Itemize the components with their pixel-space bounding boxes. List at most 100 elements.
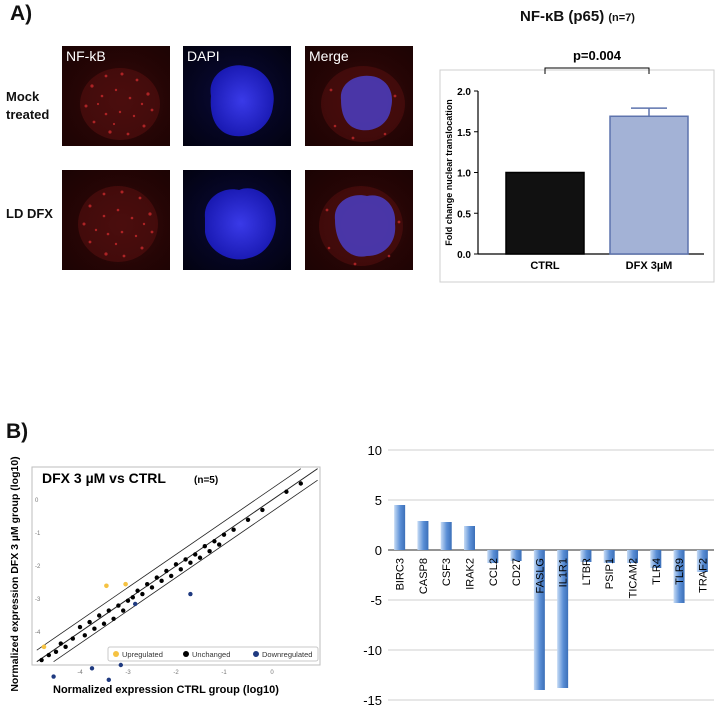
y-tick-label: 1.0 (457, 169, 471, 180)
gene-label: TLR4 (651, 558, 663, 585)
merge-overlay-lddfx (319, 186, 403, 266)
x-tick-label: -2 (173, 670, 179, 676)
bar-birc3 (394, 505, 406, 550)
point-unchanged (169, 573, 174, 579)
y-axis-label: Normalized expression DFX 3 µM group (lo… (9, 456, 21, 691)
legend-marker-unchanged (183, 651, 189, 657)
point-unchanged (217, 542, 222, 547)
bar-il1r1 (557, 550, 569, 688)
bar-tlr4 (650, 550, 662, 568)
point-unchanged (245, 517, 251, 522)
scatter-title: DFX 3 µM vs CTRL (42, 470, 166, 486)
y-tick-label: -10 (363, 643, 382, 658)
point-unchanged (197, 555, 203, 560)
y-tick-label: 0.5 (457, 209, 471, 220)
legend-box (107, 646, 319, 662)
chart-nfkb-title-note: (n=7) (608, 12, 635, 24)
row-label-mock-line2: treated (6, 107, 50, 122)
point-unchanged (145, 581, 150, 587)
point-unchanged (260, 507, 265, 513)
chart-nfkb-title-text: NF-κB (p65) (520, 8, 605, 25)
point-unchanged (173, 562, 179, 567)
x-tick-label: DFX 3µM (626, 260, 673, 272)
point-unchanged (149, 585, 155, 590)
gene-label: PSIP1 (604, 558, 616, 589)
point-unchanged (121, 608, 126, 613)
bar-ccl2 (487, 550, 499, 563)
bar-psip1 (603, 550, 615, 563)
legend-marker-downregulated (253, 651, 259, 657)
scatter-title-note: (n=5) (194, 475, 218, 486)
legend-label-downregulated: Downregulated (262, 650, 312, 659)
x-tick-label: CTRL (530, 260, 560, 272)
panel-a-label: A) (10, 2, 33, 25)
gene-label: TICAM2 (628, 558, 640, 598)
y-tick-label: 5 (375, 493, 382, 508)
micrograph-lddfx-nfkb (62, 170, 170, 270)
point-upregulated (104, 583, 109, 589)
p-value-annotation: p=0.004 (573, 48, 622, 63)
gene-label: TLR9 (674, 558, 686, 585)
bar-ticam2 (627, 550, 638, 563)
column-label-nfkb: NF-kB (66, 48, 106, 64)
point-unchanged (101, 621, 107, 626)
legend-marker-upregulated (113, 651, 119, 657)
point-unchanged (298, 481, 303, 486)
point-unchanged (207, 548, 212, 554)
point-unchanged (164, 568, 169, 574)
upper-threshold-line (36, 468, 302, 651)
point-unchanged (159, 578, 164, 584)
gene-label: IL1R1 (558, 558, 570, 587)
y-tick-label: -15 (363, 693, 382, 708)
y-axis-label: Fold change nuclear translocation (444, 99, 454, 246)
gene-label: BIRC3 (395, 558, 407, 590)
bar-ctrl (505, 171, 585, 255)
micrograph-mock-merge: Merge (305, 46, 413, 146)
y-tick-label: -1 (35, 531, 41, 537)
gene-label: IRAK2 (465, 558, 477, 590)
y-tick-label: 10 (368, 443, 382, 458)
bar-irak2 (464, 526, 475, 550)
point-downregulated (51, 674, 56, 679)
micrograph-mock-dapi: DAPI (183, 46, 291, 146)
gene-label: LTBR (581, 558, 593, 585)
point-unchanged (58, 641, 63, 646)
point-unchanged (231, 527, 236, 532)
point-unchanged (82, 633, 88, 638)
legend-label-upregulated: Upregulated (122, 650, 163, 659)
point-downregulated (106, 677, 112, 683)
bar-dfx-3-m (609, 115, 689, 255)
y-tick-label: -4 (35, 630, 41, 636)
y-tick-label: -2 (35, 564, 41, 570)
point-unchanged (135, 588, 140, 593)
bar-casp8 (417, 521, 429, 550)
legend-label-unchanged: Unchanged (192, 650, 230, 659)
dapi-nucleus-lddfx (204, 188, 276, 260)
merge-overlay-mock (321, 66, 405, 142)
y-tick-label: 0 (375, 543, 382, 558)
row-label-mock: Mock treated (6, 88, 49, 124)
nfkb-stain-mock (80, 68, 160, 140)
point-unchanged (39, 657, 44, 663)
bar-cd27 (510, 550, 522, 561)
row-label-mock-line1: Mock (6, 89, 40, 104)
x-tick-label: -1 (221, 670, 227, 676)
point-unchanged (116, 603, 121, 608)
point-unchanged (178, 567, 183, 572)
point-unchanged (154, 575, 159, 580)
gene-label: TRAF2 (697, 558, 709, 593)
bar-traf2 (696, 550, 708, 572)
y-tick-label: 2.0 (457, 87, 471, 98)
point-downregulated (133, 601, 138, 607)
significance-bracket (544, 67, 650, 74)
point-unchanged (106, 608, 112, 613)
gene-label: CASP8 (418, 558, 430, 594)
point-unchanged (46, 652, 51, 658)
x-tick-label: -4 (77, 670, 83, 676)
nfkb-stain-lddfx (78, 186, 158, 262)
panel-b-label: B) (6, 420, 29, 443)
